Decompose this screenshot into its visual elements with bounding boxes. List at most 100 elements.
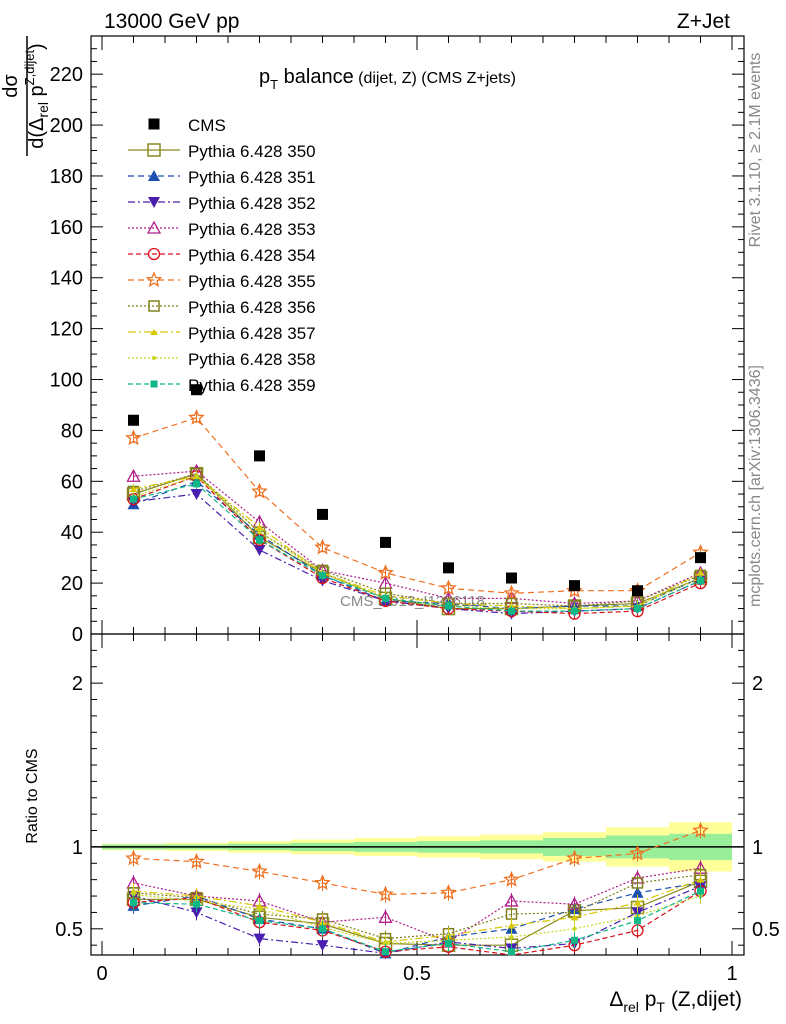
y-tick-label: 60 [61, 471, 83, 493]
ratio-point [257, 907, 262, 912]
series-point [697, 577, 704, 585]
ratio-point [382, 948, 389, 956]
data-point [128, 414, 139, 426]
legend-marker [148, 300, 160, 312]
series-line [133, 475, 701, 610]
y-tick-label: 40 [61, 522, 83, 544]
series-point [314, 538, 331, 555]
series-point [571, 607, 578, 615]
ratio-line [133, 885, 701, 955]
ratio-point [503, 871, 520, 887]
ratio-point [316, 940, 329, 952]
series-point [256, 536, 263, 544]
series-point [257, 530, 262, 535]
ratio-frame [90, 633, 745, 956]
y-axis-label-main: dσ d(Δrel pZ,dijet) [0, 36, 51, 156]
ratio-line [133, 880, 701, 946]
series-line [133, 473, 701, 610]
series-group [126, 463, 708, 950]
legend-label: Pythia 6.428 350 [188, 142, 316, 161]
y-tick-label: 140 [50, 268, 83, 290]
ratio-point [314, 874, 331, 890]
x-ticks: 0 0.5 1 [96, 36, 738, 985]
series-point [634, 605, 641, 613]
series-point [130, 495, 137, 503]
legend-label: Pythia 6.428 356 [188, 298, 316, 317]
x-tick-label: 0.5 [403, 963, 431, 985]
ratio-point [383, 941, 388, 946]
legend-label: Pythia 6.428 357 [188, 324, 316, 343]
series-group [127, 489, 707, 960]
data-point [443, 562, 454, 574]
svg-text:dσ: dσ [0, 74, 22, 98]
legend-label: Pythia 6.428 353 [188, 220, 316, 239]
y-axis-label-ratio: Ratio to CMS [24, 748, 41, 843]
series-point [126, 468, 141, 482]
legend-marker [148, 118, 160, 130]
series-group [127, 470, 707, 958]
ratio-point [377, 885, 394, 902]
x-tick-label: 0 [96, 963, 107, 985]
ratio-tick-label-right: 2 [752, 673, 763, 695]
series-point [253, 545, 266, 557]
ratio-line [133, 890, 701, 956]
series-group [125, 409, 709, 903]
ratio-line [133, 879, 701, 943]
series-group [129, 471, 705, 950]
svg-text:d(Δrel pZ,dijet): d(Δrel pZ,dijet) [22, 43, 51, 148]
series-point [503, 584, 520, 601]
main-y-ticks: 0 20 40 60 80 100 120 140 160 180 200 220 [50, 48, 744, 646]
y-tick-label: 0 [72, 624, 83, 646]
ratio-point [572, 926, 577, 931]
energy-label: 13000 GeV pp [104, 10, 239, 33]
legend-marker [147, 143, 161, 157]
series-line [133, 417, 701, 594]
ratio-point [507, 922, 516, 929]
ratio-point [566, 849, 583, 866]
legend: CMS Pythia 6.428 350 Pythia 6.428 351 Pythi… [128, 116, 316, 395]
series-group [127, 467, 707, 947]
series-line [133, 475, 701, 615]
data-point [695, 552, 706, 564]
legend-marker [148, 170, 160, 181]
data-point [317, 508, 328, 520]
plot-title: pT balance (dijet, Z) (CMS Z+jets) [259, 66, 516, 92]
ratio-point [629, 844, 646, 861]
data-point [632, 585, 643, 597]
legend-marker [147, 247, 161, 261]
series-group [126, 466, 708, 954]
ratio-line [133, 893, 701, 945]
ratio-point [378, 909, 393, 923]
series-point [190, 489, 203, 501]
y-tick-label: 160 [50, 217, 83, 239]
data-point [380, 536, 391, 548]
ratio-line [133, 829, 701, 896]
rivet-label: Rivet 3.1.10, ≥ 2.1M events [747, 53, 764, 248]
mcplots-label: mcplots.cern.ch [arXiv:1306.3436] [747, 365, 764, 607]
y-tick-label: 180 [50, 166, 83, 188]
legend-label: CMS [188, 116, 226, 135]
y-tick-label: 100 [50, 370, 83, 392]
data-point [506, 572, 517, 584]
legend-marker [148, 197, 160, 208]
ratio-point [188, 852, 205, 869]
ratio-point [571, 936, 578, 944]
ratio-point [130, 899, 137, 907]
legend-label: Pythia 6.428 355 [188, 272, 316, 291]
series-point [194, 474, 199, 479]
series-point [319, 571, 326, 579]
legend-label: Pythia 6.428 354 [188, 246, 316, 265]
ratio-point [193, 900, 200, 908]
ratio-point [125, 849, 142, 866]
legend-label: Pythia 6.428 351 [188, 168, 316, 187]
data-point [254, 450, 265, 462]
data-point [569, 580, 580, 592]
ratio-point [131, 892, 136, 897]
series-line [133, 470, 701, 605]
ratio-tick-label-left: 2 [72, 673, 83, 695]
ratio-point [445, 940, 452, 948]
y-tick-label: 200 [50, 115, 83, 137]
series-point [696, 569, 705, 576]
series-point [377, 564, 394, 580]
